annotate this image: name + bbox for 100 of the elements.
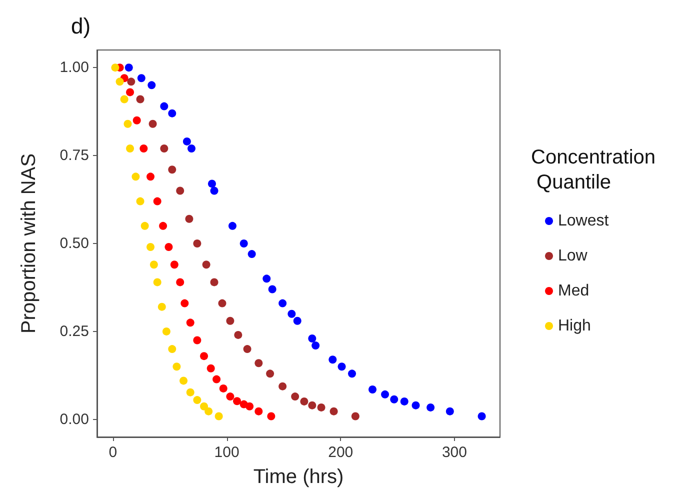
point [210, 186, 218, 195]
point [140, 222, 149, 230]
point [446, 407, 454, 416]
point [137, 74, 146, 82]
point [202, 260, 210, 269]
point [170, 260, 178, 269]
point [233, 397, 242, 406]
x-tick-label: 0 [108, 444, 118, 461]
chart-title: d) [71, 14, 91, 38]
point [124, 64, 133, 72]
point [348, 370, 356, 378]
point [159, 222, 168, 230]
point [146, 243, 155, 252]
legend-label: Med [558, 282, 590, 300]
point [266, 370, 274, 378]
point [308, 401, 316, 410]
point [243, 345, 252, 354]
point [168, 109, 176, 118]
point [210, 278, 218, 286]
point [278, 382, 287, 390]
point [208, 180, 216, 188]
point [240, 240, 248, 248]
point [254, 407, 263, 416]
point [153, 197, 162, 206]
point [330, 407, 338, 416]
point [278, 299, 287, 308]
legend-title: Concentration Quantile [531, 146, 656, 194]
point [146, 172, 155, 181]
point [180, 376, 188, 385]
point [186, 318, 194, 327]
point [193, 240, 202, 248]
point [124, 120, 132, 128]
point [228, 222, 236, 230]
y-tick-label: 0.75 [60, 147, 89, 164]
point [182, 137, 191, 146]
legend-label: Lowest [558, 212, 610, 230]
point [262, 274, 271, 283]
point [214, 412, 223, 420]
x-axis-title: Time (hrs) [253, 466, 344, 488]
point [168, 345, 176, 354]
point [400, 397, 408, 406]
point [136, 197, 144, 206]
point [126, 88, 134, 96]
point [148, 81, 156, 90]
point [204, 407, 213, 416]
point [136, 95, 144, 104]
point [426, 403, 435, 412]
legend-label: Low [558, 248, 588, 264]
y-tick-label: 0.25 [60, 322, 89, 340]
point [219, 384, 228, 392]
point [200, 352, 208, 360]
point [368, 386, 376, 394]
point [267, 412, 276, 420]
point [162, 327, 170, 336]
point [338, 362, 346, 371]
point [186, 388, 194, 396]
point [176, 278, 184, 286]
point [111, 64, 120, 72]
point [234, 330, 242, 339]
point [168, 166, 176, 174]
point [172, 362, 181, 371]
point [164, 243, 173, 252]
y-tick-label: 0.00 [60, 410, 89, 428]
point [176, 186, 184, 195]
point [132, 116, 141, 124]
point [288, 310, 296, 318]
y-tick-label: 0.50 [60, 235, 89, 252]
point [248, 250, 256, 258]
point [478, 412, 486, 420]
point [268, 285, 276, 294]
x-tick-label: 300 [442, 444, 467, 461]
legend-label: High [558, 318, 591, 334]
point [132, 172, 140, 181]
point [187, 144, 196, 153]
point [160, 102, 168, 110]
y-axis-title: Proportion with NAS [18, 153, 40, 334]
point [226, 392, 234, 401]
point [291, 392, 300, 401]
point [293, 316, 302, 325]
point [127, 78, 136, 86]
point [381, 390, 390, 398]
point [148, 120, 157, 128]
point [120, 95, 128, 104]
point [160, 144, 168, 153]
point [206, 364, 215, 372]
y-tick-label: 1.00 [60, 59, 89, 76]
point [328, 356, 337, 364]
point [317, 403, 326, 412]
point [218, 299, 226, 308]
x-tick-label: 100 [214, 444, 240, 461]
point [193, 396, 202, 404]
point [351, 412, 360, 420]
point [153, 278, 162, 286]
point [200, 402, 208, 410]
point [150, 260, 158, 269]
point [390, 395, 398, 404]
point [185, 214, 194, 223]
point [140, 144, 148, 153]
point [412, 401, 420, 410]
point [116, 78, 124, 86]
